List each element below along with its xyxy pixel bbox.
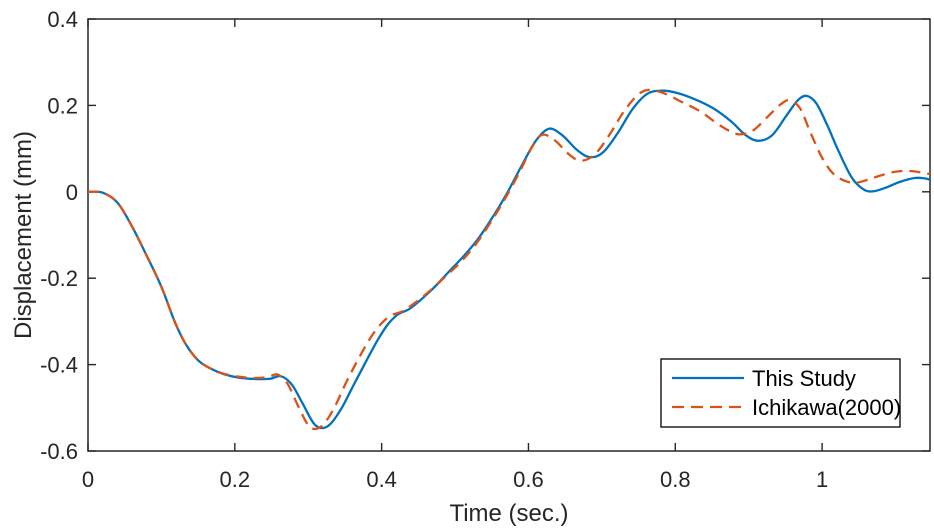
y-tick-label: 0.2 — [47, 93, 78, 118]
tick-marks — [87, 18, 930, 452]
legend: This Study Ichikawa(2000) — [660, 358, 901, 428]
y-tick-label: -0.4 — [40, 353, 78, 378]
x-tick-label: 0.8 — [660, 467, 691, 492]
y-tick-label: -0.6 — [40, 439, 78, 464]
x-tick-label: 0 — [82, 467, 94, 492]
tick-labels: 0 0.2 0.4 0.6 0.8 1 -0.6 -0.4 -0.2 0 0.2 0.4 — [40, 7, 828, 492]
plot-frame — [87, 18, 931, 452]
y-axis-title: Displacement (mm) — [10, 131, 37, 339]
x-tick-label: 0.6 — [513, 467, 544, 492]
y-tick-label: -0.2 — [40, 266, 78, 291]
x-tick-label: 0.2 — [220, 467, 251, 492]
legend-label-this-study: This Study — [752, 366, 856, 391]
legend-label-ichikawa: Ichikawa(2000) — [752, 395, 901, 420]
x-axis-title: Time (sec.) — [449, 500, 568, 527]
y-tick-label: 0.4 — [47, 7, 78, 32]
legend-box — [660, 358, 901, 428]
series-group — [87, 88, 931, 431]
x-tick-label: 0.4 — [366, 467, 397, 492]
series-line-ichikawa-2000- — [87, 88, 931, 431]
y-tick-label: 0 — [66, 180, 78, 205]
x-tick-label: 1 — [816, 467, 828, 492]
